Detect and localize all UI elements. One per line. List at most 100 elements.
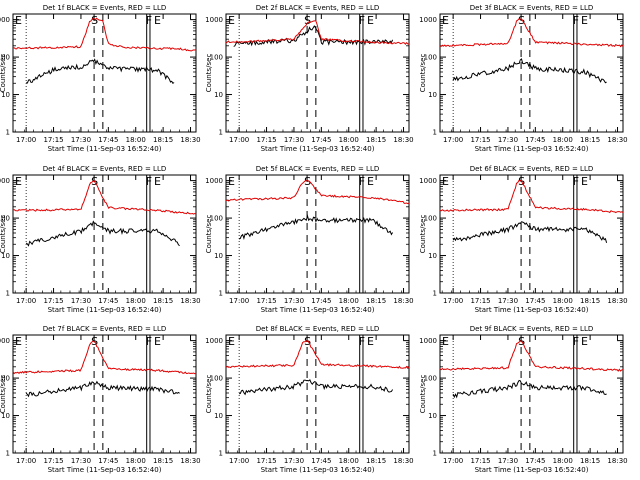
x-tick-label: 18:30 — [180, 136, 200, 144]
plot-frame — [439, 174, 624, 294]
x-tick-label: 17:30 — [284, 457, 304, 465]
chart-title: Det 5f BLACK = Events, RED = LLD — [256, 165, 379, 173]
marker-label-e-end: E — [154, 175, 161, 188]
x-tick-label: 18:15 — [153, 457, 173, 465]
plot-frame — [12, 334, 197, 454]
series-line-lld — [12, 17, 197, 52]
y-tick-label: 1000 — [0, 177, 10, 185]
plot-frame — [439, 334, 624, 454]
y-tick-label: 100 — [210, 215, 223, 223]
series-line-events — [25, 220, 180, 247]
marker-label-f: F — [573, 175, 579, 188]
chart-title: Det 2f BLACK = Events, RED = LLD — [256, 4, 379, 12]
marker-label-f: F — [359, 335, 365, 348]
x-tick-label: 18:00 — [553, 457, 573, 465]
x-tick-label: 18:15 — [366, 136, 386, 144]
y-tick-label: 1000 — [0, 16, 10, 24]
x-axis-label: Start Time (11-Sep-03 16:52:40) — [48, 466, 162, 474]
x-tick-label: 18:00 — [553, 297, 573, 305]
chart-panel-4: Det 4f BLACK = Events, RED = LLD 1 10 100 10… — [0, 165, 201, 314]
chart-panel-2: Det 2f BLACK = Events, RED = LLD 1 10 100 10… — [205, 4, 414, 153]
plot-frame — [225, 334, 410, 454]
x-tick-label: 18:00 — [126, 136, 146, 144]
x-tick-label: 17:30 — [71, 457, 91, 465]
chart-panel-1: Det 1f BLACK = Events, RED = LLD 1 10 100 10… — [0, 4, 201, 153]
chart-title: Det 8f BLACK = Events, RED = LLD — [256, 325, 379, 333]
y-tick-label: 10 — [1, 252, 10, 260]
y-axis-label: Counts/sec — [205, 54, 213, 93]
x-tick-label: 17:30 — [71, 297, 91, 305]
marker-label-e-end: E — [154, 14, 161, 27]
y-tick-label: 1 — [219, 129, 223, 137]
x-axis-label: Start Time (11-Sep-03 16:52:40) — [48, 145, 162, 153]
marker-label-e-start: E — [228, 14, 235, 27]
series-line-events — [239, 379, 394, 396]
chart-panel-6: Det 6f BLACK = Events, RED = LLD 1 10 100 10… — [419, 165, 628, 314]
x-tick-label: 17:15 — [43, 457, 63, 465]
x-tick-label: 18:30 — [607, 136, 627, 144]
x-tick-label: 17:30 — [498, 457, 518, 465]
x-tick-label: 17:00 — [443, 297, 463, 305]
marker-label-e-start: E — [442, 14, 449, 27]
marker-label-e-start: E — [442, 175, 449, 188]
series-line-events — [452, 58, 607, 84]
series-line-lld — [225, 339, 410, 370]
x-tick-label: 18:30 — [607, 457, 627, 465]
x-axis-label: Start Time (11-Sep-03 16:52:40) — [261, 306, 375, 314]
y-tick-label: 10 — [214, 252, 223, 260]
y-axis-label: Counts/sec — [419, 215, 427, 254]
x-tick-label: 18:00 — [339, 457, 359, 465]
x-tick-label: 17:00 — [16, 136, 36, 144]
x-tick-label: 18:30 — [393, 297, 413, 305]
x-tick-label: 17:00 — [229, 457, 249, 465]
x-tick-label: 17:30 — [498, 136, 518, 144]
x-tick-label: 18:00 — [339, 136, 359, 144]
marker-label-e-start: E — [228, 335, 235, 348]
chart-panel-9: Det 9f BLACK = Events, RED = LLD 1 10 100 10… — [419, 325, 628, 474]
marker-label-s: S — [91, 14, 98, 27]
x-tick-label: 17:15 — [256, 136, 276, 144]
x-tick-label: 18:30 — [607, 297, 627, 305]
series-line-lld — [225, 179, 410, 205]
chart-title: Det 9f BLACK = Events, RED = LLD — [470, 325, 593, 333]
y-axis-label: Counts/sec — [205, 215, 213, 254]
marker-label-e-start: E — [228, 175, 235, 188]
x-tick-label: 18:30 — [180, 297, 200, 305]
x-axis-label: Start Time (11-Sep-03 16:52:40) — [261, 466, 375, 474]
series-line-lld — [439, 179, 624, 214]
plot-frame — [225, 174, 410, 294]
x-tick-label: 17:45 — [311, 297, 331, 305]
x-tick-label: 17:45 — [98, 136, 118, 144]
marker-label-s: S — [518, 14, 525, 27]
plot-frame — [12, 13, 197, 133]
y-tick-label: 1000 — [419, 177, 437, 185]
series-line-events — [238, 214, 394, 241]
y-tick-label: 1000 — [205, 16, 223, 24]
y-tick-label: 1 — [219, 290, 223, 298]
y-tick-label: 10 — [1, 91, 10, 99]
plot-frame — [439, 13, 624, 133]
marker-label-e-start: E — [15, 175, 22, 188]
y-tick-label: 1000 — [419, 16, 437, 24]
marker-label-s: S — [304, 175, 311, 188]
x-tick-label: 17:00 — [16, 297, 36, 305]
y-tick-label: 1 — [433, 290, 437, 298]
series-line-events — [452, 221, 608, 243]
x-tick-label: 17:00 — [443, 136, 463, 144]
x-tick-label: 17:30 — [284, 297, 304, 305]
x-tick-label: 17:45 — [525, 297, 545, 305]
x-tick-label: 17:45 — [98, 297, 118, 305]
y-tick-label: 10 — [1, 412, 10, 420]
x-tick-label: 18:15 — [366, 457, 386, 465]
marker-label-e-end: E — [367, 14, 374, 27]
y-tick-label: 1000 — [419, 337, 437, 345]
x-tick-label: 18:30 — [393, 136, 413, 144]
plot-frame — [12, 174, 197, 294]
chart-panel-7: Det 7f BLACK = Events, RED = LLD 1 10 100 10… — [0, 325, 201, 474]
y-tick-label: 10 — [428, 91, 437, 99]
y-tick-label: 100 — [424, 54, 437, 62]
x-tick-label: 18:15 — [153, 297, 173, 305]
y-axis-label: Counts/sec — [205, 375, 213, 414]
x-tick-label: 18:15 — [580, 457, 600, 465]
